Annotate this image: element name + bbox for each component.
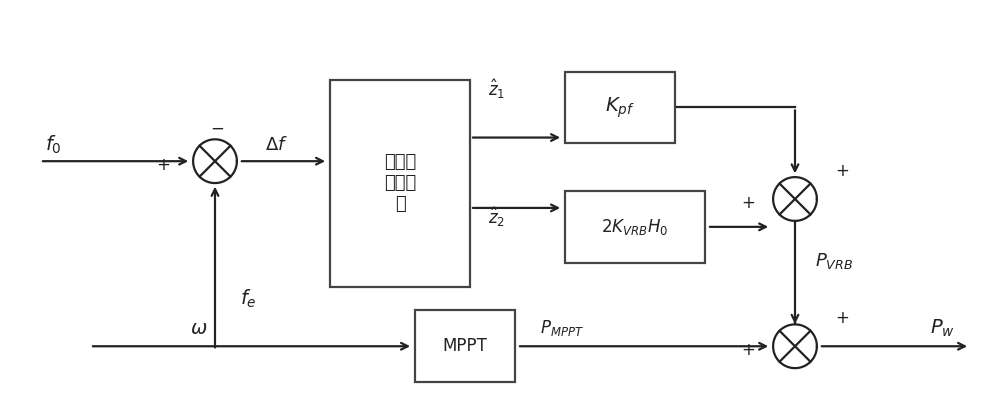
Text: $+$: $+$ bbox=[835, 309, 849, 328]
Bar bbox=[565, 72, 675, 143]
Text: $+$: $+$ bbox=[741, 341, 755, 359]
Text: $\omega$: $\omega$ bbox=[190, 319, 207, 338]
Text: $P_{VRB}$: $P_{VRB}$ bbox=[815, 251, 853, 271]
Text: 扩装状
态观测
器: 扩装状 态观测 器 bbox=[384, 153, 416, 213]
Text: $+$: $+$ bbox=[156, 156, 170, 174]
Text: MPPT: MPPT bbox=[443, 337, 487, 355]
Bar bbox=[415, 310, 515, 382]
Text: $+$: $+$ bbox=[835, 162, 849, 180]
Text: $2K_{VRB}H_0$: $2K_{VRB}H_0$ bbox=[601, 217, 669, 237]
Text: $P_w$: $P_w$ bbox=[930, 318, 955, 339]
Text: $+$: $+$ bbox=[741, 194, 755, 212]
Text: $K_{pf}$: $K_{pf}$ bbox=[605, 95, 635, 120]
Text: $\Delta f$: $\Delta f$ bbox=[265, 136, 288, 154]
Text: $\hat{z}_2$: $\hat{z}_2$ bbox=[488, 205, 505, 229]
Text: $f_0$: $f_0$ bbox=[45, 134, 62, 156]
Text: $f_e$: $f_e$ bbox=[240, 287, 257, 310]
Bar bbox=[565, 191, 705, 263]
Text: $-$: $-$ bbox=[210, 118, 224, 137]
Text: $P_{MPPT}$: $P_{MPPT}$ bbox=[540, 318, 584, 338]
Bar bbox=[330, 80, 470, 287]
Text: $\hat{z}_1$: $\hat{z}_1$ bbox=[488, 78, 505, 101]
